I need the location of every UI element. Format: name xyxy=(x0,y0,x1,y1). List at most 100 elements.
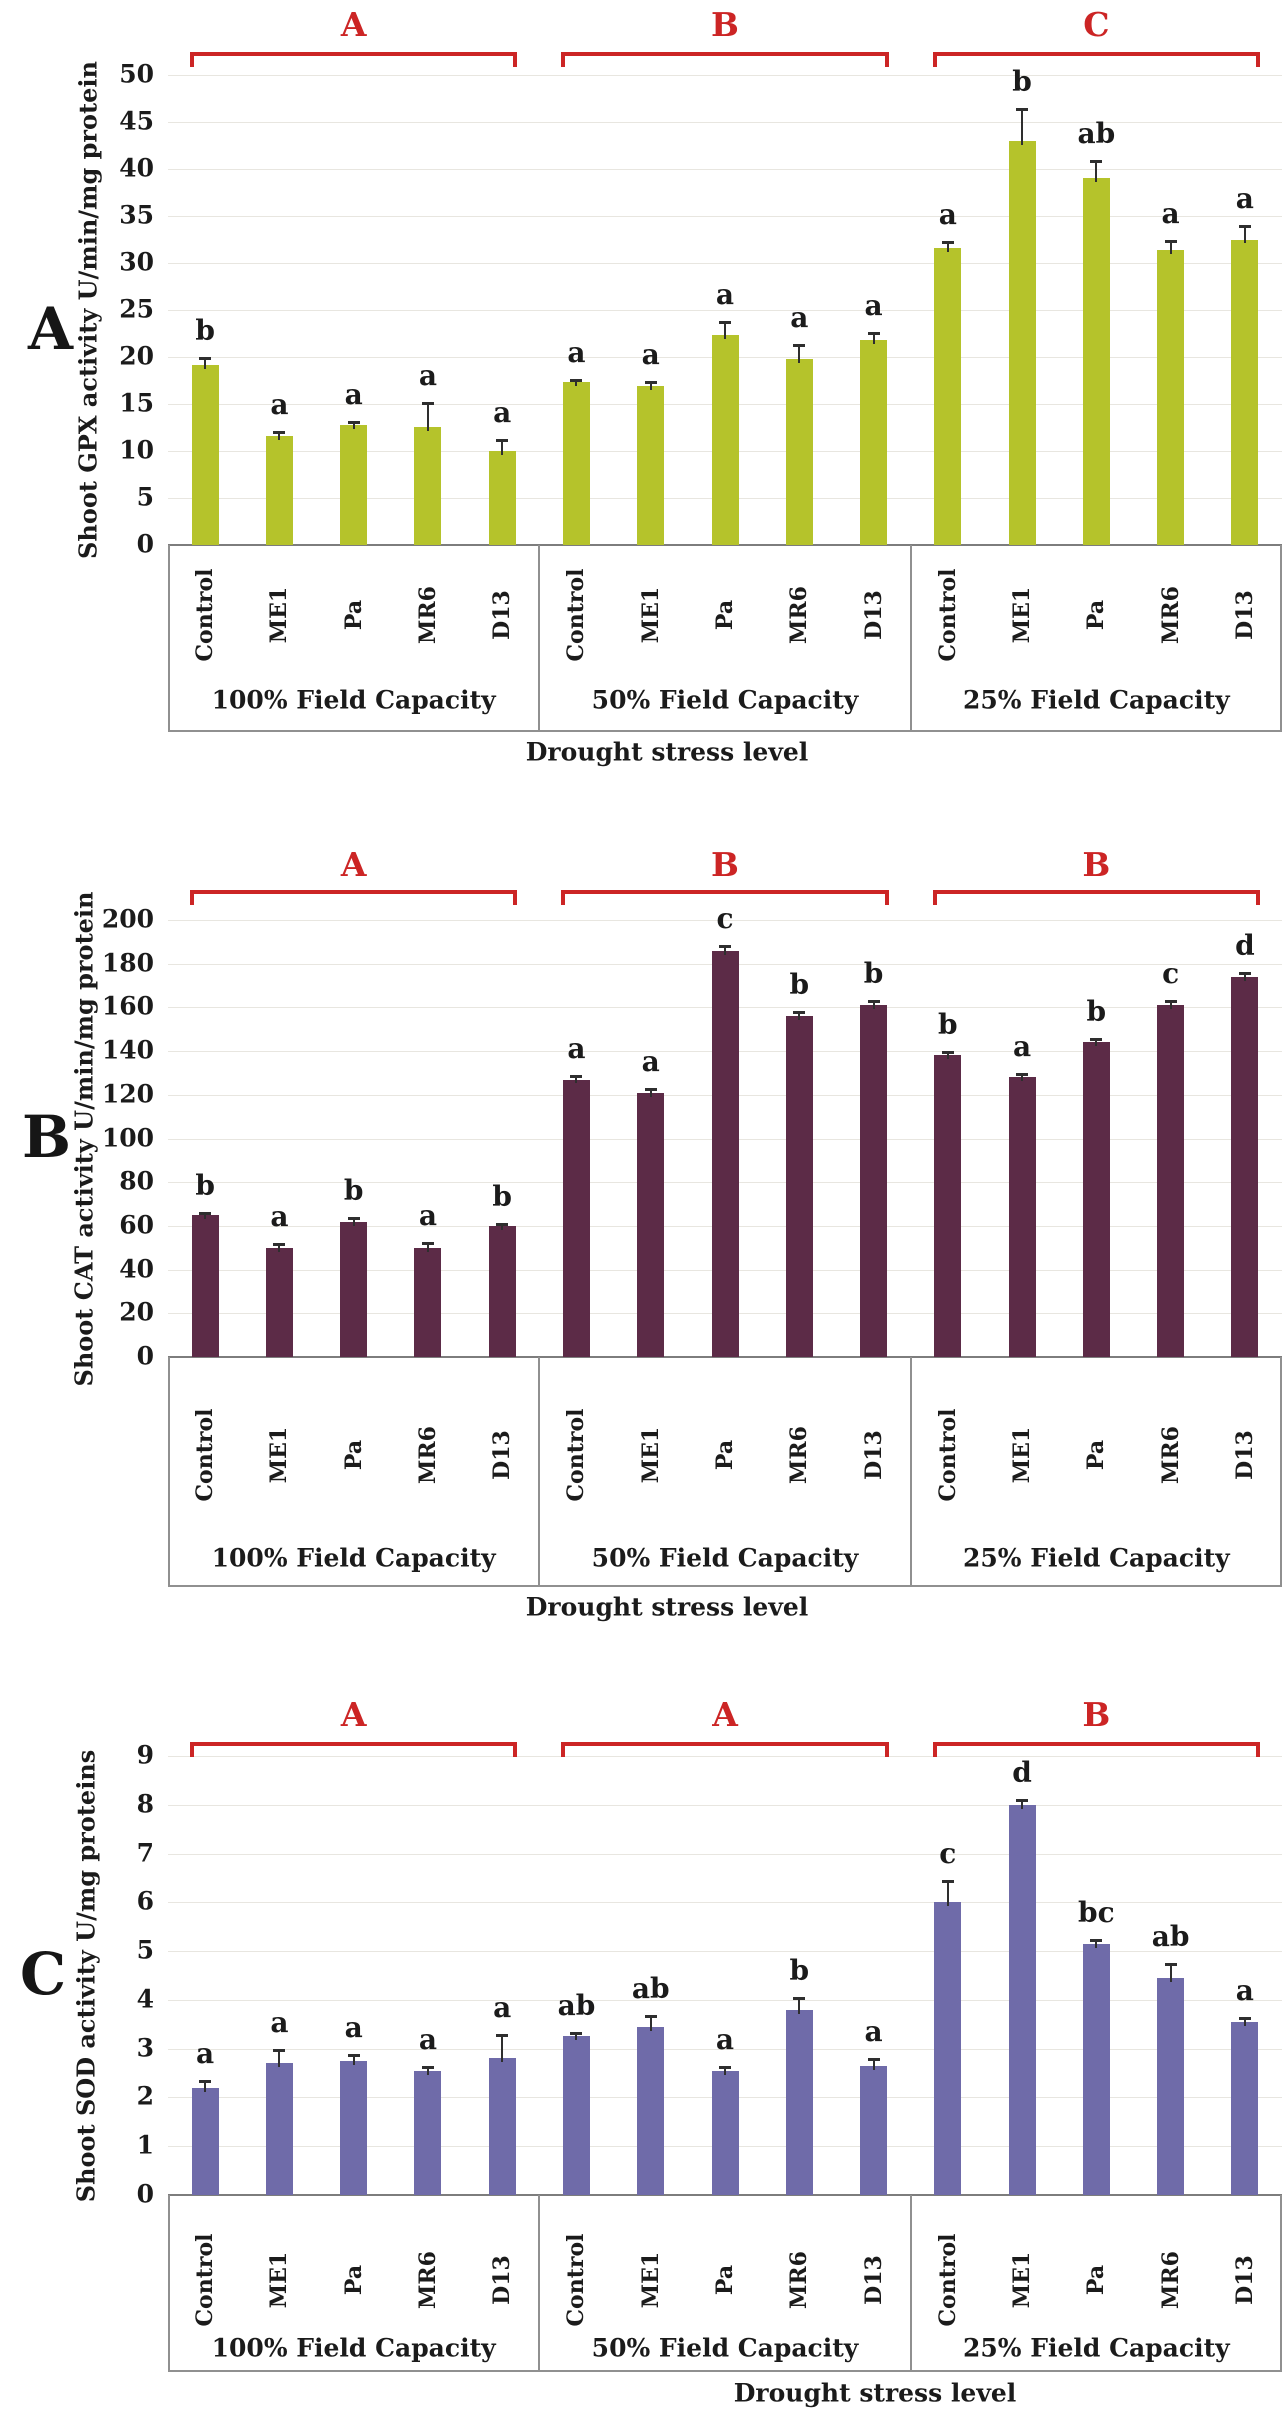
bracket-significance-letter: A xyxy=(340,5,367,44)
bar-d13 xyxy=(1231,2021,1259,2195)
bracket-significance-letter: B xyxy=(1082,845,1111,884)
bar-me1 xyxy=(637,386,665,545)
error-bar xyxy=(798,1997,801,2014)
group-bracket xyxy=(190,1742,518,1746)
category-label: D13 xyxy=(1231,2255,1258,2305)
y-tick-label: 120 xyxy=(101,1079,154,1109)
error-bar-cap xyxy=(719,945,731,949)
group-label: 25% Field Capacity xyxy=(963,2333,1230,2363)
bar-mr6 xyxy=(1157,1005,1185,1357)
y-tick-label: 15 xyxy=(119,388,154,418)
error-bar-cap xyxy=(1016,1072,1029,1076)
gridline xyxy=(168,263,1282,264)
error-bar xyxy=(946,1880,949,1907)
y-tick-label: 200 xyxy=(101,904,154,934)
group-label: 100% Field Capacity xyxy=(211,2333,496,2363)
error-bar-cap xyxy=(570,378,583,382)
group-bracket xyxy=(190,890,518,894)
error-bar xyxy=(204,1211,207,1219)
category-label: Pa xyxy=(1083,2264,1110,2296)
significance-letter: b xyxy=(1012,64,1032,98)
significance-letter: c xyxy=(1162,956,1180,990)
bar-d13 xyxy=(860,1005,888,1357)
bar-mr6 xyxy=(785,358,813,545)
significance-letter: b xyxy=(195,314,215,347)
significance-letter: a xyxy=(344,2010,363,2044)
significance-letter: a xyxy=(1161,197,1180,231)
category-label: ME1 xyxy=(1009,2251,1036,2309)
bar-pa xyxy=(711,335,739,545)
error-bar-cap xyxy=(496,2034,509,2038)
bracket-end-right xyxy=(1256,890,1260,905)
error-bar-cap xyxy=(719,2065,731,2069)
bar-me1 xyxy=(1008,1077,1036,1357)
bar-d13 xyxy=(1231,976,1259,1357)
error-bar-cap xyxy=(644,2014,657,2018)
bracket-end-right xyxy=(513,1742,518,1757)
y-tick-label: 5 xyxy=(136,482,154,512)
error-bar-cap xyxy=(570,1075,583,1079)
error-bar xyxy=(352,1217,355,1226)
gridline xyxy=(168,169,1282,170)
table-border-left xyxy=(168,2195,170,2372)
bar-mr6 xyxy=(414,1247,442,1357)
error-bar xyxy=(724,945,726,955)
bracket-end-right xyxy=(884,1742,889,1757)
category-label: D13 xyxy=(489,2255,516,2305)
bar-d13 xyxy=(860,340,888,545)
error-bar-cap xyxy=(347,420,360,424)
group-bracket xyxy=(561,1742,889,1746)
error-bar-cap xyxy=(570,2031,583,2035)
bracket-end-right xyxy=(884,52,889,67)
significance-letter: a xyxy=(641,338,660,372)
significance-letter: a xyxy=(567,1032,586,1066)
error-bar xyxy=(575,378,578,387)
y-tick-label: 0 xyxy=(136,1341,154,1371)
group-label: 50% Field Capacity xyxy=(591,685,859,715)
category-label: MR6 xyxy=(414,2251,441,2309)
group-label: 100% Field Capacity xyxy=(211,1543,496,1573)
category-label: Control xyxy=(192,2233,219,2327)
error-bar xyxy=(426,1242,429,1252)
significance-letter: a xyxy=(1012,1029,1032,1063)
error-bar xyxy=(1169,999,1172,1010)
error-bar-cap xyxy=(867,2058,880,2062)
error-bar xyxy=(649,2014,652,2031)
y-tick-label: 35 xyxy=(119,200,154,230)
table-border-right xyxy=(1280,2195,1282,2372)
error-bar-cap xyxy=(273,2048,286,2052)
significance-letter: a xyxy=(418,359,437,393)
error-bar xyxy=(278,1243,281,1252)
error-bar xyxy=(426,402,429,431)
axis-baseline xyxy=(168,544,1282,546)
error-bar-cap xyxy=(1016,107,1029,111)
error-bar-cap xyxy=(644,1088,657,1092)
error-bar-cap xyxy=(793,1997,806,2001)
bracket-significance-letter: B xyxy=(1082,1695,1111,1734)
bar-me1 xyxy=(1008,1804,1036,2195)
significance-letter: b xyxy=(789,967,810,1001)
error-bar-cap xyxy=(941,1051,954,1055)
bracket-end-right xyxy=(1256,1742,1260,1757)
significance-letter: b xyxy=(938,1008,958,1042)
y-tick-label: 60 xyxy=(119,1210,154,1240)
error-bar-cap xyxy=(1090,1037,1103,1041)
bracket-end-left xyxy=(561,1742,566,1757)
bracket-significance-letter: A xyxy=(340,845,367,884)
error-bar xyxy=(426,2065,429,2075)
bar-control xyxy=(934,247,962,545)
bracket-end-right xyxy=(884,890,889,905)
y-tick-label: 1 xyxy=(136,2130,154,2160)
y-tick-label: 0 xyxy=(136,529,154,559)
bracket-end-left xyxy=(932,1742,937,1757)
bracket-end-left xyxy=(190,890,194,905)
significance-letter: a xyxy=(493,395,512,429)
y-tick-label: 50 xyxy=(119,59,154,89)
error-bar-cap xyxy=(1164,1963,1177,1967)
significance-letter: b xyxy=(492,1179,512,1213)
bar-control xyxy=(562,382,590,545)
significance-letter: ab xyxy=(1151,1920,1190,1954)
group-label: 25% Field Capacity xyxy=(963,1543,1230,1573)
gridline xyxy=(168,2048,1282,2050)
axis-baseline xyxy=(168,1356,1282,1358)
